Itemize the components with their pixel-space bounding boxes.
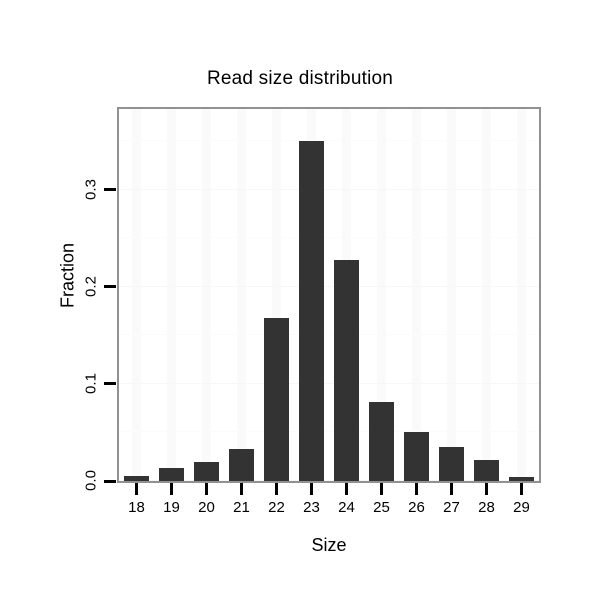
x-tick-mark [415, 483, 418, 495]
y-tick-mark [104, 188, 116, 192]
x-tick-label: 19 [163, 499, 180, 516]
gridline-vertical [202, 109, 211, 481]
bar [228, 448, 255, 481]
gridline-horizontal [119, 480, 539, 481]
gridline-vertical [517, 109, 526, 481]
chart-title: Read size distribution [206, 68, 394, 89]
gridline-vertical [132, 109, 141, 481]
gridline-vertical [167, 109, 176, 481]
gridline-horizontal [119, 285, 539, 287]
bar [123, 476, 150, 481]
gridline-horizontal-minor [119, 431, 539, 433]
bar [403, 431, 430, 481]
x-tick-label: 24 [338, 499, 355, 516]
bar [473, 459, 500, 481]
x-tick-label: 27 [443, 499, 460, 516]
gridline-vertical [377, 109, 386, 481]
y-tick-mark [104, 285, 116, 289]
gridline-horizontal [119, 188, 539, 190]
bar [333, 259, 360, 481]
x-tick-mark [310, 483, 313, 495]
x-tick-mark [170, 483, 173, 495]
bar [193, 461, 220, 481]
gridline-vertical [447, 109, 456, 481]
plot-panel [117, 107, 541, 483]
bar [508, 477, 535, 481]
bar [158, 468, 185, 481]
x-tick-label: 29 [513, 499, 530, 516]
y-tick-label: 0.3 [82, 178, 100, 200]
x-tick-mark [380, 483, 383, 495]
x-tick-label: 22 [268, 499, 285, 516]
x-tick-mark [275, 483, 278, 495]
x-tick-mark [450, 483, 453, 495]
x-axis-title: Size [311, 535, 347, 555]
x-tick-label: 26 [408, 499, 425, 516]
gridline-horizontal [119, 382, 539, 384]
bar [298, 141, 325, 481]
x-tick-mark [240, 483, 243, 495]
gridline-horizontal-minor [119, 334, 539, 336]
gridline-horizontal-minor [119, 237, 539, 239]
x-tick-label: 25 [373, 499, 390, 516]
x-tick-label: 23 [303, 499, 320, 516]
x-tick-mark [485, 483, 488, 495]
y-tick-label: 0.2 [82, 275, 100, 297]
x-tick-mark [135, 483, 138, 495]
gridline-horizontal-minor [119, 140, 539, 142]
gridline-vertical [272, 109, 281, 481]
x-tick-mark [205, 483, 208, 495]
gridline-vertical [482, 109, 491, 481]
y-tick-label: 0.1 [82, 373, 100, 394]
y-axis-title: Fraction [57, 242, 78, 309]
y-tick-mark [104, 479, 116, 483]
bar [438, 447, 465, 481]
bar [263, 317, 290, 481]
gridline-vertical [237, 109, 246, 481]
x-tick-label: 28 [478, 499, 495, 516]
gridline-vertical [412, 109, 421, 481]
x-tick-mark [345, 483, 348, 495]
x-tick-mark [520, 483, 523, 495]
x-tick-label: 21 [233, 499, 250, 516]
y-tick-label: 0.0 [82, 470, 100, 491]
x-tick-label: 18 [128, 499, 145, 516]
bar [368, 402, 395, 481]
y-tick-mark [104, 382, 116, 386]
x-tick-label: 20 [198, 499, 215, 516]
bars-layer [119, 109, 539, 481]
